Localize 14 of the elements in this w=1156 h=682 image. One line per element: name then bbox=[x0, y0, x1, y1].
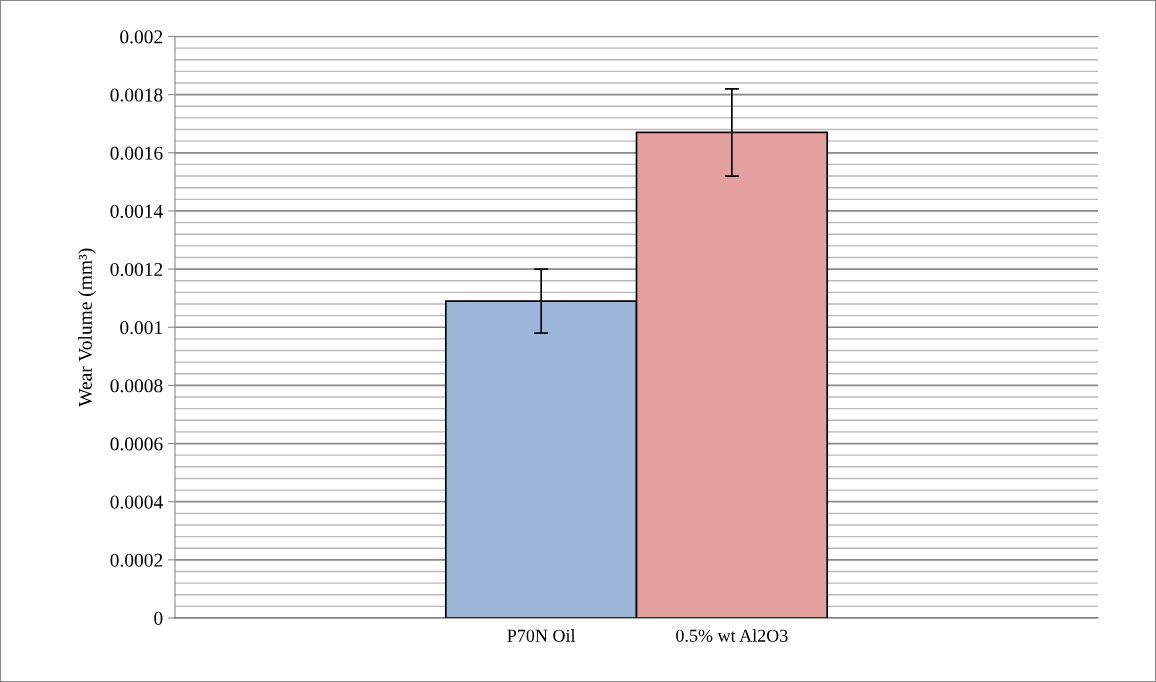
y-tick-label: 0.0014 bbox=[110, 204, 163, 218]
y-tick-label: 0.0016 bbox=[110, 146, 163, 160]
y-tick-label: 0.0008 bbox=[110, 379, 163, 393]
x-tick-label: 0.5% wt Al2O3 bbox=[676, 629, 788, 642]
y-tick-label: 0.002 bbox=[120, 30, 163, 44]
y-tick-label: 0.001 bbox=[120, 321, 163, 335]
y-axis-title: Wear Volume (mm³) bbox=[78, 248, 96, 407]
y-tick-label: 0.0006 bbox=[110, 437, 163, 451]
y-tick-label: 0.0012 bbox=[110, 262, 163, 277]
y-tick-label: 0.0002 bbox=[110, 553, 163, 567]
y-tick-label: 0 bbox=[154, 611, 163, 625]
y-tick-label: 0.0004 bbox=[110, 495, 163, 509]
x-tick-label: P70N Oil bbox=[507, 629, 576, 642]
y-tick-label: 0.0018 bbox=[110, 88, 163, 102]
